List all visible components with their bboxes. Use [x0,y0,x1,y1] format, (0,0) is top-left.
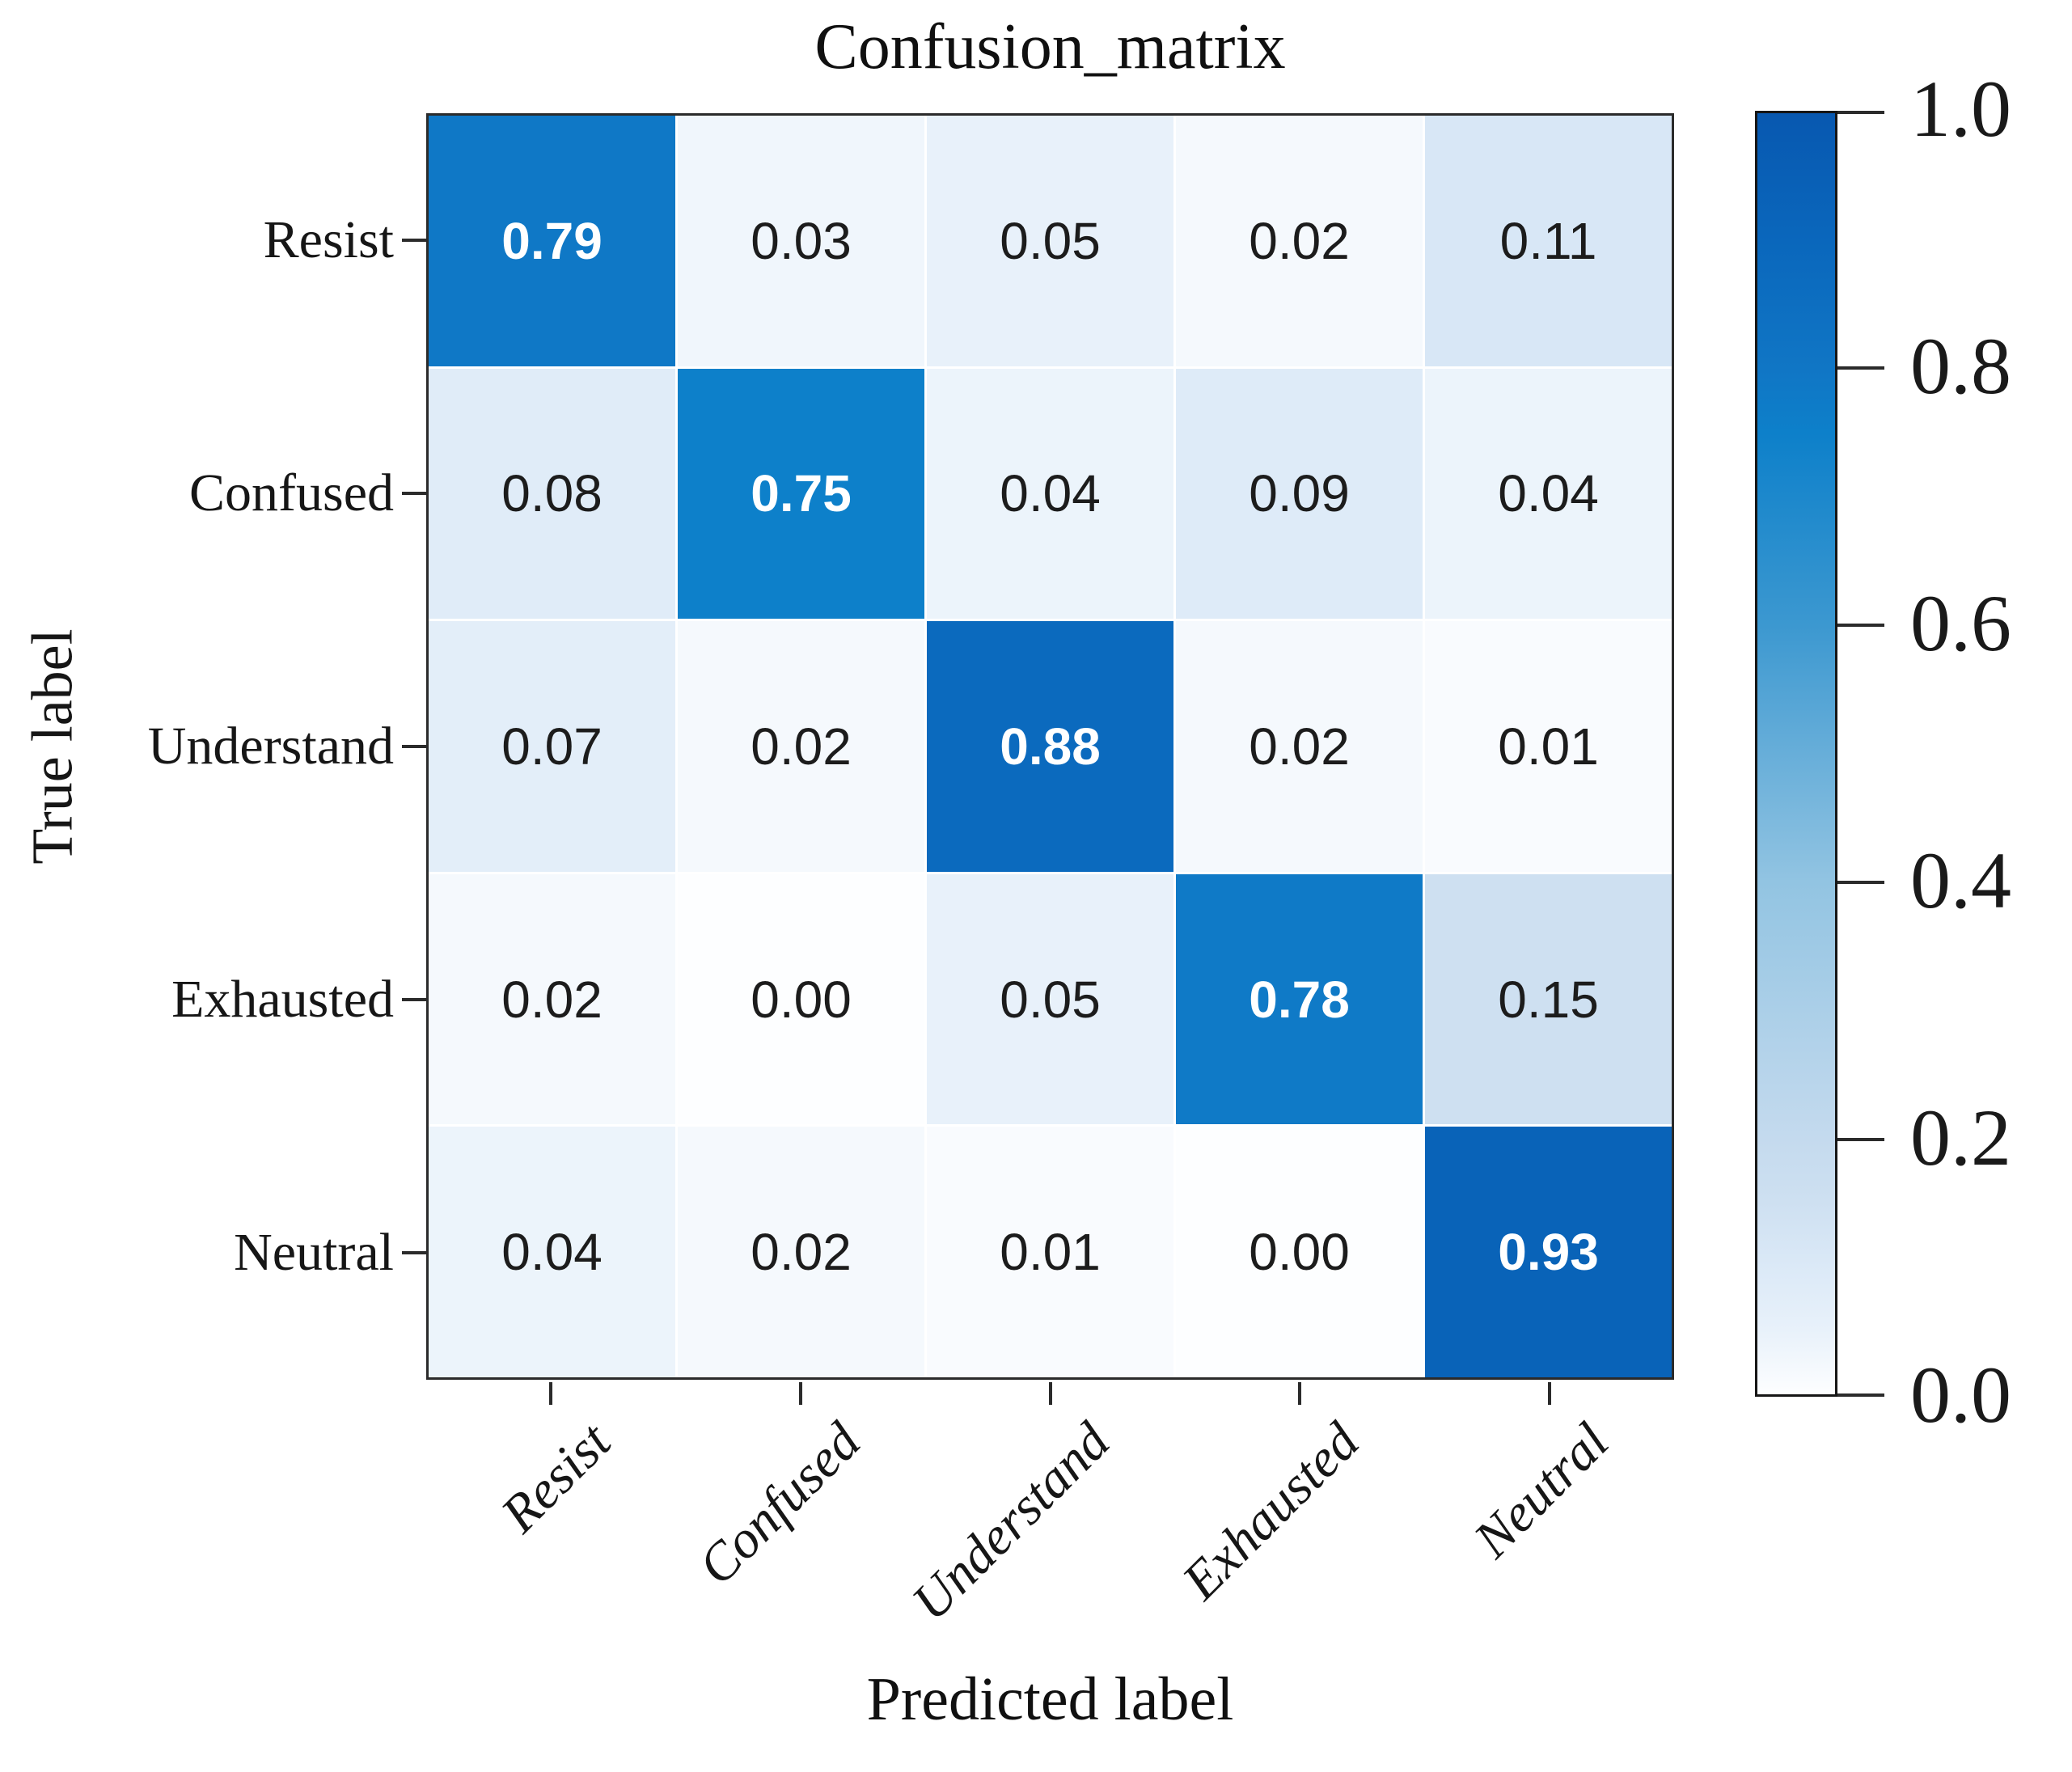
y-tick-3 [402,998,426,1002]
colorbar-tick-label-0.4: 0.4 [1910,835,2011,925]
y-tick-label-resist: Resist [263,209,394,269]
x-tick-label-neutral: Neutral [1462,1411,1621,1569]
cell-r1c0: 0.08 [429,368,675,620]
cell-r3c1: 0.00 [678,873,924,1125]
cell-r3c0: 0.02 [429,873,675,1125]
y-tick-0 [402,238,426,242]
x-tick-0 [549,1382,553,1405]
cell-r0c2: 0.05 [927,116,1173,366]
x-tick-4 [1547,1382,1551,1405]
x-tick-label-understand: Understand [900,1411,1121,1632]
cell-r4c1: 0.02 [678,1127,924,1377]
cell-r2c4: 0.01 [1425,621,1672,872]
cell-r4c0: 0.04 [429,1127,675,1377]
x-tick-label-confused: Confused [687,1411,872,1596]
cell-r1c4: 0.04 [1425,368,1672,620]
cell-r2c2: 0.88 [927,621,1173,872]
cell-r3c4: 0.15 [1425,873,1672,1125]
cell-r2c3: 0.02 [1176,621,1423,872]
cell-r0c0: 0.79 [429,116,675,366]
chart-title: Confusion_matrix [814,11,1286,82]
colorbar-tick-0.4 [1837,881,1884,884]
matrix-grid: 0.79 0.03 0.05 0.02 0.11 0.08 0.75 0.04 0.09 0.04… [426,113,1674,1380]
x-tick-label-resist: Resist [489,1411,622,1544]
colorbar-tick-0.2 [1837,1138,1884,1141]
colorbar-tick-label-0.0: 0.0 [1910,1350,2011,1440]
cell-r1c2: 0.04 [927,368,1173,620]
colorbar-tick-1.0 [1837,111,1884,114]
colorbar-tick-0.8 [1837,366,1884,370]
cell-r1c3: 0.09 [1176,368,1423,620]
cell-r3c2: 0.05 [927,873,1173,1125]
cell-r1c1: 0.75 [678,368,924,620]
cell-r0c3: 0.02 [1176,116,1423,366]
colorbar-tick-0.6 [1837,624,1884,627]
x-axis-title: Predicted label [866,1665,1234,1733]
cell-r2c0: 0.07 [429,621,675,872]
cell-r4c4: 0.93 [1425,1127,1672,1377]
y-tick-1 [402,491,426,495]
y-tick-label-confused: Confused [189,463,394,522]
colorbar-tick-label-0.2: 0.2 [1910,1093,2011,1182]
colorbar-tick-0.0 [1837,1393,1884,1397]
y-tick-2 [402,745,426,748]
y-tick-label-understand: Understand [147,717,394,776]
y-tick-label-neutral: Neutral [234,1223,394,1283]
cell-r3c3: 0.78 [1176,873,1423,1125]
cell-r0c1: 0.03 [678,116,924,366]
x-tick-label-exhausted: Exhausted [1171,1411,1371,1611]
x-tick-2 [1048,1382,1052,1405]
cell-r0c4: 0.11 [1425,116,1672,366]
x-tick-1 [798,1382,802,1405]
cell-r4c2: 0.01 [927,1127,1173,1377]
x-tick-3 [1298,1382,1302,1405]
y-tick-label-exhausted: Exhausted [171,970,394,1030]
colorbar-tick-label-0.6: 0.6 [1910,578,2011,668]
cell-r4c3: 0.00 [1176,1127,1423,1377]
y-tick-4 [402,1251,426,1255]
colorbar-tick-label-0.8: 0.8 [1910,321,2011,411]
colorbar-tick-label-1.0: 1.0 [1910,64,2011,154]
colorbar [1755,111,1837,1397]
cell-r2c1: 0.02 [678,621,924,872]
